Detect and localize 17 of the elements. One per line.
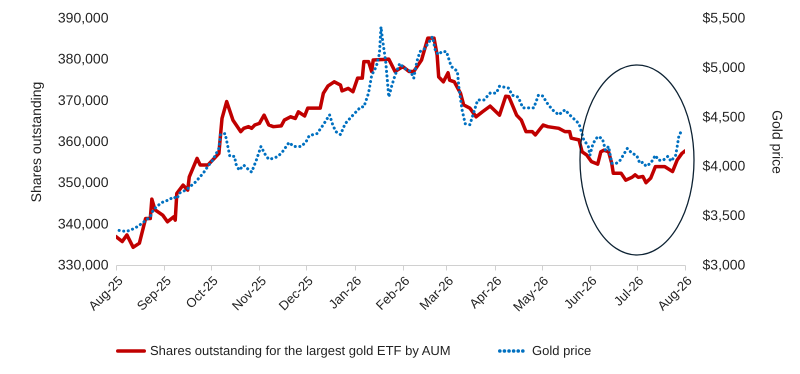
- y2-tick-label: $4,500: [702, 108, 746, 124]
- legend-label: Shares outstanding for the largest gold ETF by AUM: [150, 343, 451, 358]
- y2-tick-label: $5,500: [702, 10, 746, 26]
- legend-label: Gold price: [532, 343, 592, 358]
- y-tick-label: 380,000: [58, 50, 109, 67]
- y-tick-label: 370,000: [58, 92, 109, 108]
- y-tick-label: 390,000: [58, 10, 109, 26]
- y2-tick-label: $5,000: [702, 58, 746, 75]
- y2-axis-title: Gold price: [769, 110, 786, 174]
- y-tick-label: 330,000: [58, 256, 109, 272]
- y2-tick-label: $3,500: [702, 207, 746, 224]
- y-tick-label: 360,000: [58, 133, 109, 149]
- y-tick-label: 340,000: [58, 215, 109, 232]
- y2-tick-label: $4,000: [702, 158, 746, 174]
- y2-tick-label: $3,000: [702, 256, 746, 272]
- y-tick-label: 350,000: [58, 174, 109, 190]
- y-axis-title: Shares outstanding: [28, 82, 44, 202]
